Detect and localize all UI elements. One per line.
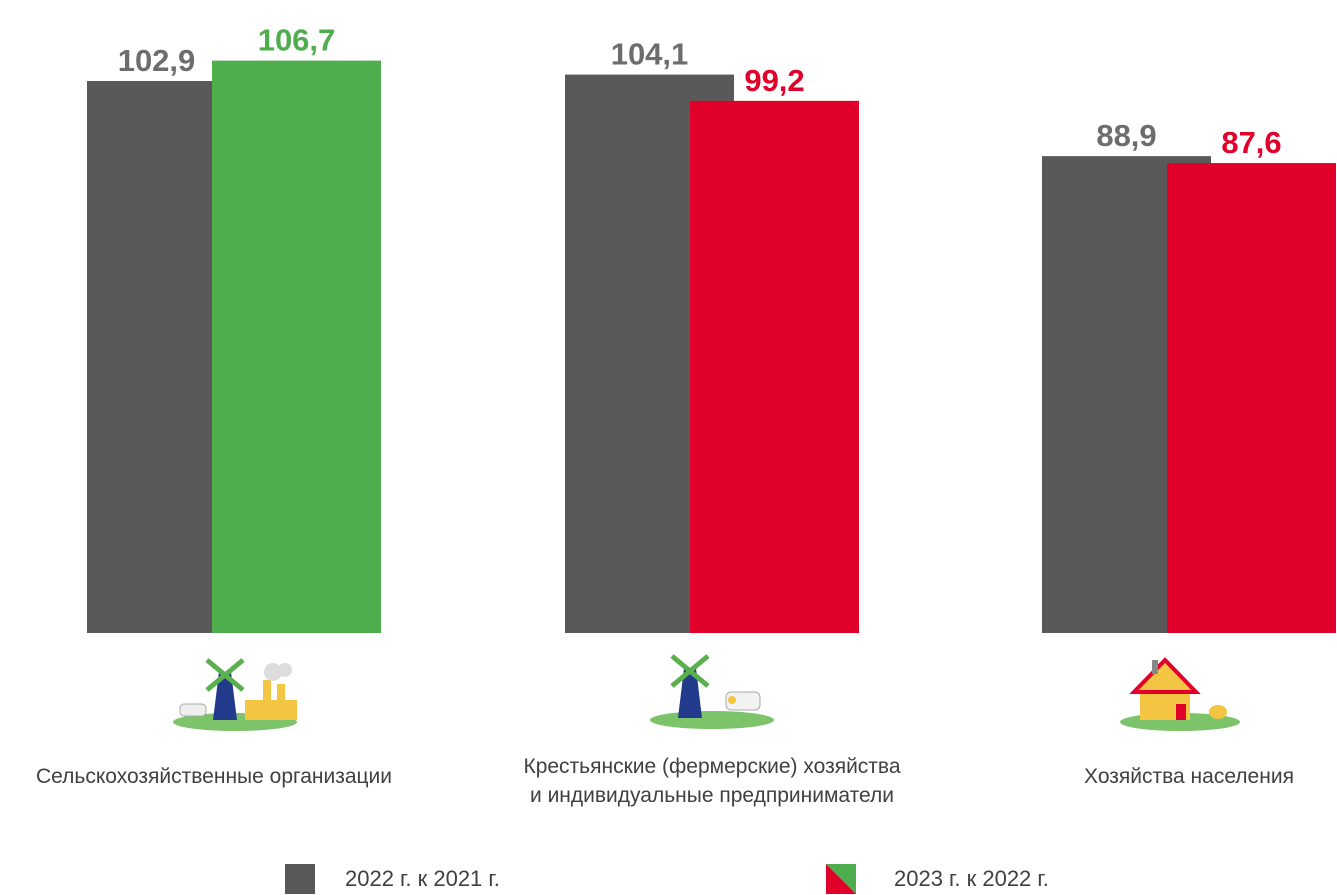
root: 102,9 106,7 104,1 99,2 88,9 87,6 2022 г. к 20… [0,0,1337,895]
legend-label: 2023 г. к 2022 г. [894,866,1049,892]
category-label: Хозяйства населения [959,762,1337,791]
legend-swatch [826,864,856,894]
legend-swatch [285,864,315,894]
legend-label: 2022 г. к 2021 г. [345,866,500,892]
icon-agri-org [173,660,297,731]
value-label: 102,9 [118,43,196,78]
icon-household [1120,660,1240,731]
value-label: 87,6 [1221,125,1281,160]
page: {"chart_data": {"type": "bar", "categori… [0,0,1337,895]
value-label: 104,1 [611,37,689,72]
value-label: 99,2 [744,63,804,98]
category-label: Сельскохозяйственные организации [0,762,444,791]
bar [690,101,859,633]
bar [212,61,381,633]
value-label: 106,7 [258,23,336,58]
icon-farm [650,656,774,729]
category-label: Крестьянские (фермерские) хозяйства и ин… [482,752,942,810]
bar [1167,163,1336,633]
value-label: 88,9 [1096,118,1156,153]
